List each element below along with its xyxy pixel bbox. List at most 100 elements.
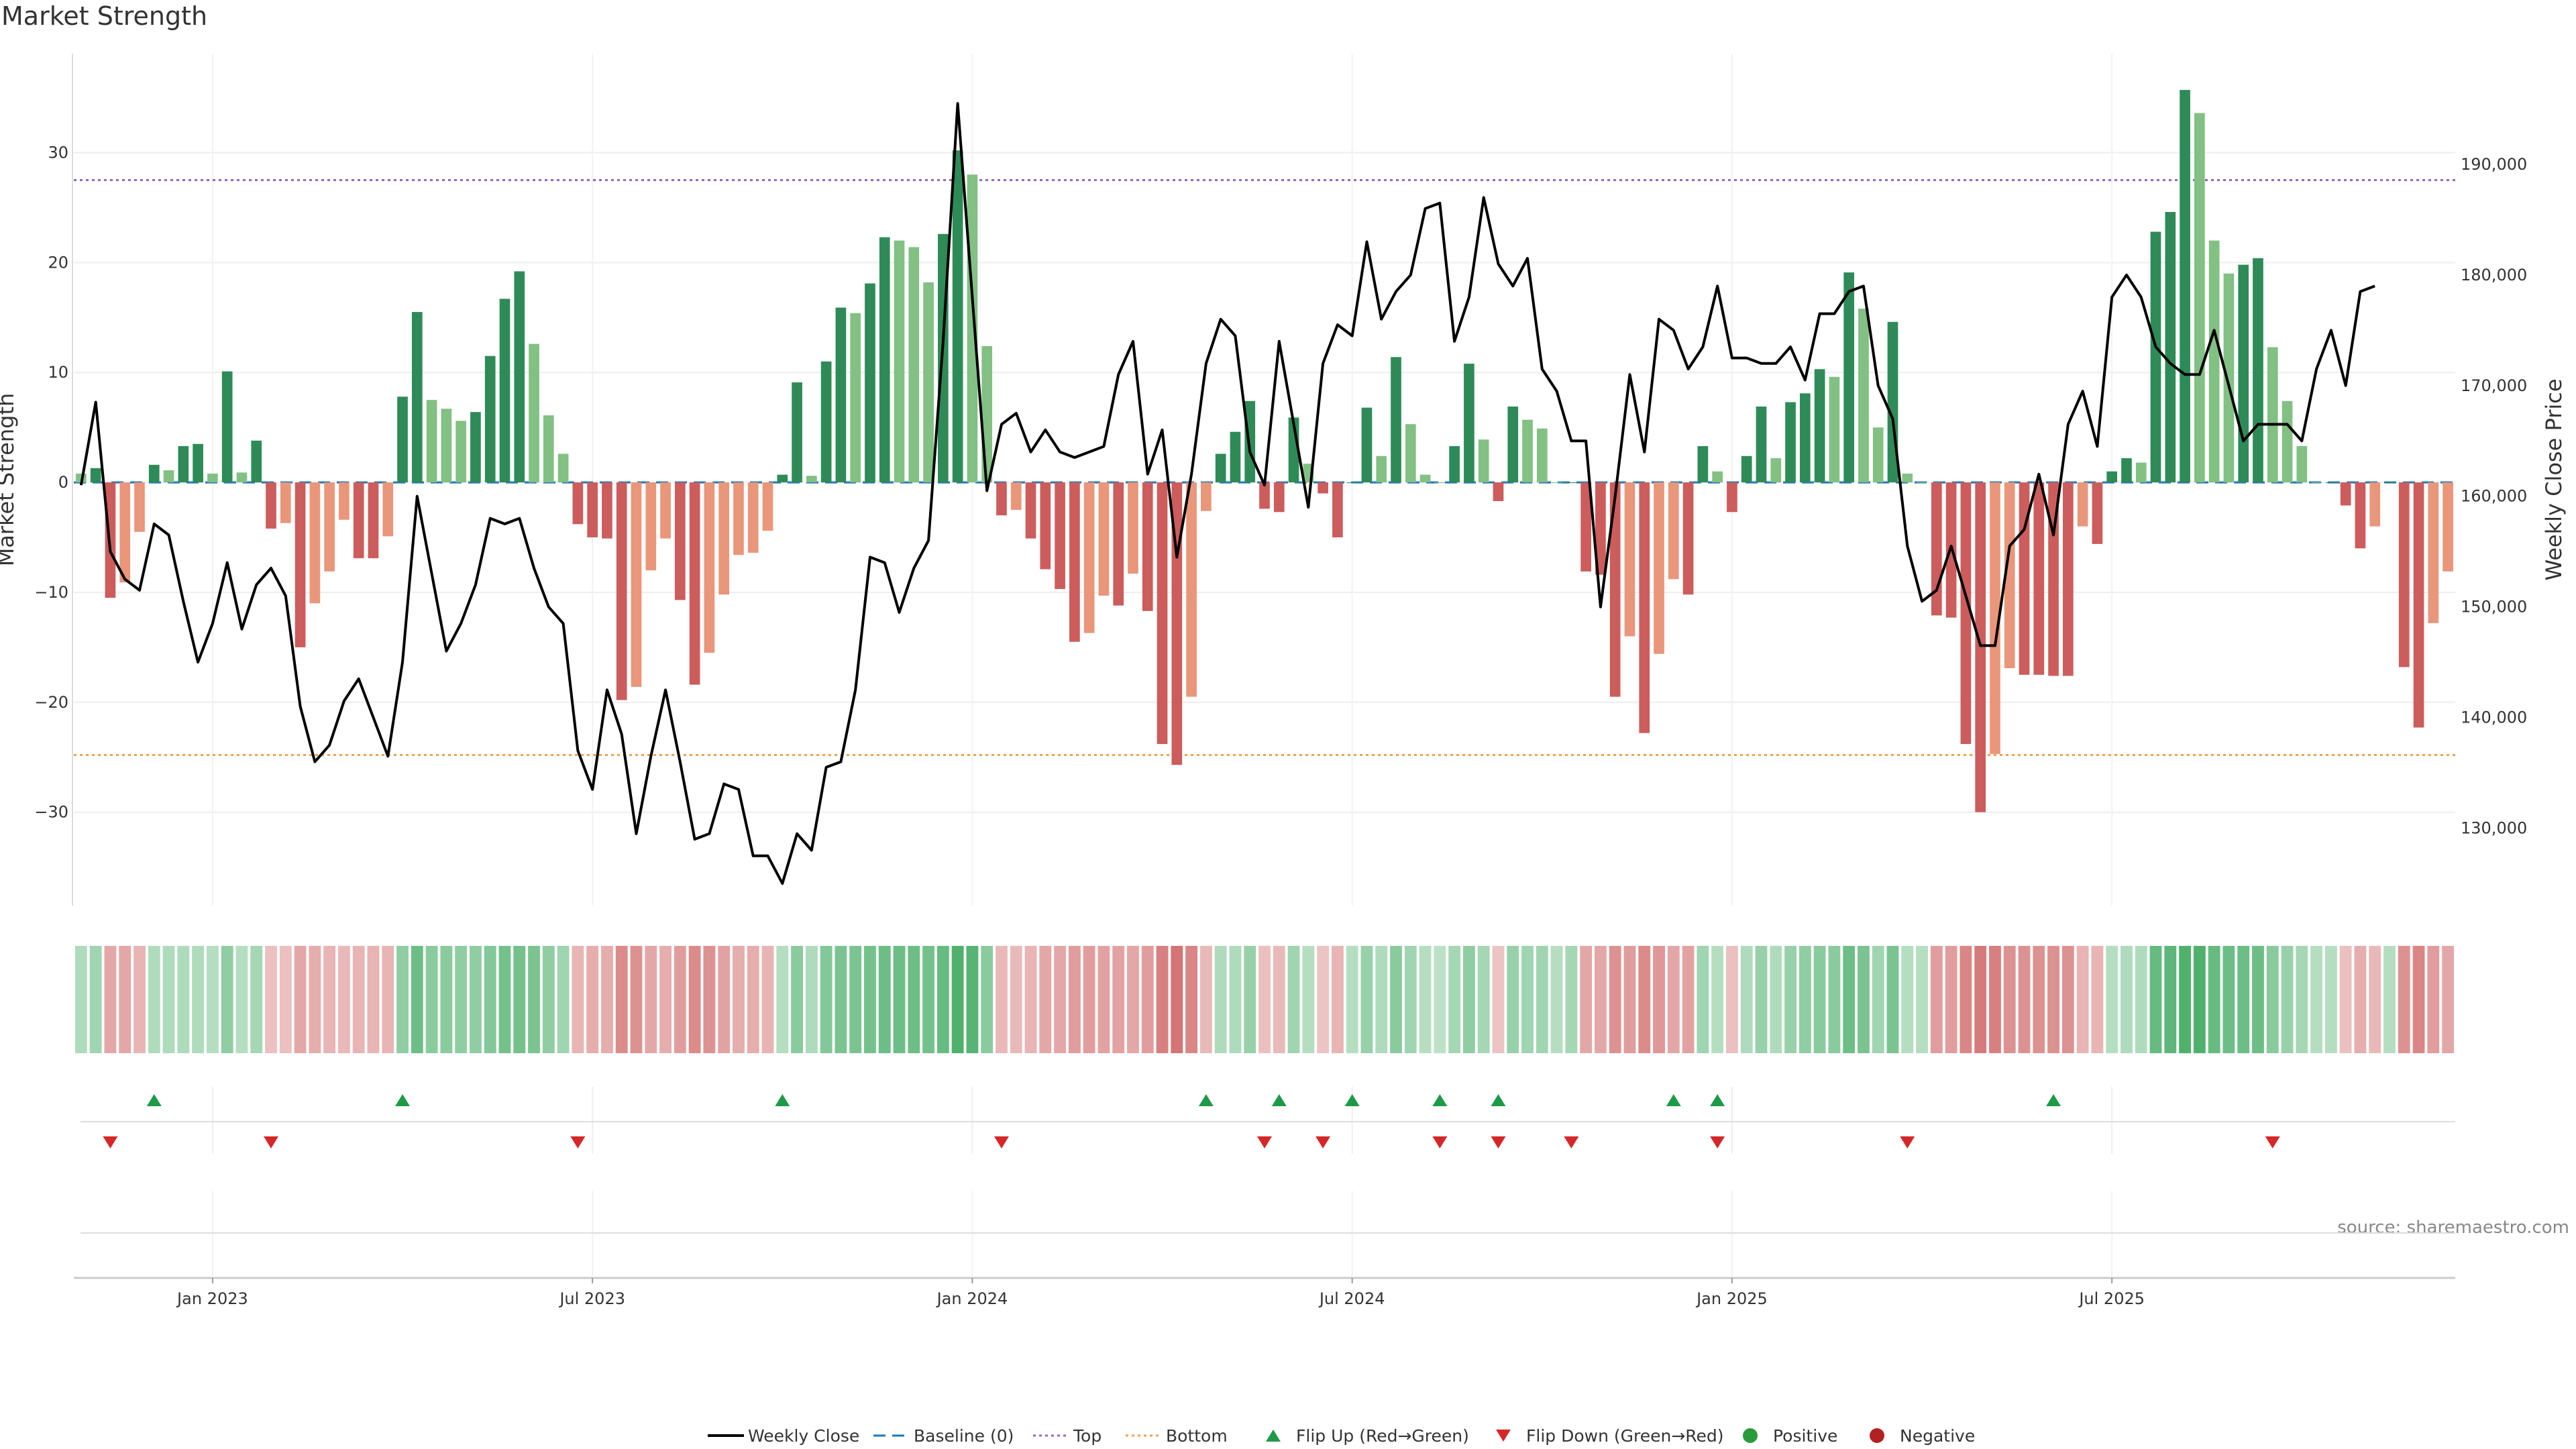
legend-flip-down-marker (1496, 1430, 1511, 1442)
heat-cell (1507, 946, 1519, 1053)
strength-bar (1756, 407, 1767, 483)
strength-bar (2077, 482, 2088, 527)
heat-cell (1331, 946, 1344, 1053)
heat-cell (2179, 946, 2192, 1053)
heat-cell (337, 946, 350, 1053)
heat-cell (2061, 946, 2074, 1053)
heat-cell (2135, 946, 2147, 1053)
strength-bar (1157, 482, 1168, 745)
heat-cell (1185, 946, 1198, 1053)
flip-up-marker (146, 1094, 162, 1106)
strength-bar (353, 482, 364, 559)
strength-bar (1566, 482, 1577, 484)
heat-cell (1462, 946, 1475, 1053)
strength-bar (1391, 357, 1401, 483)
strength-bar (1478, 439, 1489, 483)
strength-bar (2443, 482, 2453, 572)
heat-cell (2427, 946, 2440, 1053)
heat-cell (425, 946, 438, 1053)
flip-down-marker (1710, 1136, 1725, 1148)
heat-cell (2324, 946, 2337, 1053)
heat-cell (1375, 946, 1388, 1053)
legend-negative-marker (1870, 1428, 1884, 1443)
heat-cell (1477, 946, 1490, 1053)
strength-bars (76, 90, 2453, 812)
strength-bar (806, 476, 817, 483)
strength-bar (1201, 482, 1212, 511)
strength-bar (484, 356, 496, 483)
heat-cell (192, 946, 205, 1053)
heat-cell (1419, 946, 1432, 1053)
heat-cell (1799, 946, 1811, 1053)
heat-cell (1448, 946, 1461, 1053)
heat-cell (1302, 946, 1315, 1053)
strength-bar (266, 482, 276, 529)
strength-bar (704, 482, 715, 653)
heat-cell (2076, 946, 2089, 1053)
flip-down-marker (1316, 1136, 1331, 1148)
strength-bar (2311, 482, 2322, 484)
flip-down-marker (1432, 1136, 1448, 1148)
heat-cell (352, 946, 365, 1053)
strength-bar (1917, 482, 1927, 484)
weekly-close-line (79, 102, 2375, 885)
heat-cell (1273, 946, 1285, 1053)
heat-cell (162, 946, 175, 1053)
heat-cell (1945, 946, 1957, 1053)
y-tick-label: 10 (48, 363, 68, 382)
heat-cell (996, 946, 1008, 1053)
strength-bar (134, 482, 145, 532)
heat-cell (893, 946, 906, 1053)
strength-bar (2048, 482, 2059, 676)
heat-cell (323, 946, 336, 1053)
strength-bar (470, 412, 481, 483)
heat-cell (1813, 946, 1826, 1053)
strength-bar (2150, 231, 2161, 483)
x-tick-label: Jan 2024 (936, 1289, 1008, 1308)
heat-cell (542, 946, 555, 1053)
heat-cell (1550, 946, 1563, 1053)
strength-bar (1025, 482, 1036, 539)
strength-bar (1186, 482, 1197, 697)
heat-cell (2442, 946, 2455, 1053)
heat-cell (572, 946, 584, 1053)
strength-bar (1697, 446, 1709, 483)
strength-bar (879, 237, 890, 483)
legend: Weekly Close Baseline (0) Top Bottom Flip Up… (708, 1426, 1975, 1446)
heat-cell (1697, 946, 1709, 1053)
heat-cell (1214, 946, 1227, 1053)
strength-bar (309, 482, 321, 604)
strength-bar (1142, 482, 1153, 611)
heat-cell (1770, 946, 1782, 1053)
strength-bar (718, 482, 730, 595)
x-tick-label: Jan 2025 (1695, 1289, 1768, 1308)
heat-cell (206, 946, 219, 1053)
strength-bar (2413, 482, 2424, 728)
strength-bar (1083, 482, 1095, 633)
heat-cell (776, 946, 789, 1053)
heat-cell (2208, 946, 2220, 1053)
heat-cell (1010, 946, 1022, 1053)
x-tick-label: Jul 2023 (558, 1289, 625, 1308)
strength-bar (1346, 482, 1358, 484)
heat-cell (469, 946, 482, 1053)
heat-cell (615, 946, 628, 1053)
heat-cell (177, 946, 190, 1053)
strength-bar (1215, 453, 1226, 483)
heat-cell (922, 946, 935, 1053)
strength-bar (1960, 482, 1972, 745)
heat-cell (221, 946, 233, 1053)
heat-cell (1317, 946, 1330, 1053)
heat-cell (1492, 946, 1505, 1053)
strength-bar (1975, 482, 1986, 812)
heat-cell (1916, 946, 1928, 1053)
heat-cell (1287, 946, 1300, 1053)
y-tick-label: 20 (48, 253, 68, 272)
heat-cell (674, 946, 686, 1053)
strength-bar (1814, 369, 1825, 483)
strength-bar (1843, 272, 1855, 483)
heat-cell (1229, 946, 1242, 1053)
strength-bar (499, 299, 511, 483)
heat-cell (89, 946, 102, 1053)
strength-bar (1171, 482, 1183, 765)
